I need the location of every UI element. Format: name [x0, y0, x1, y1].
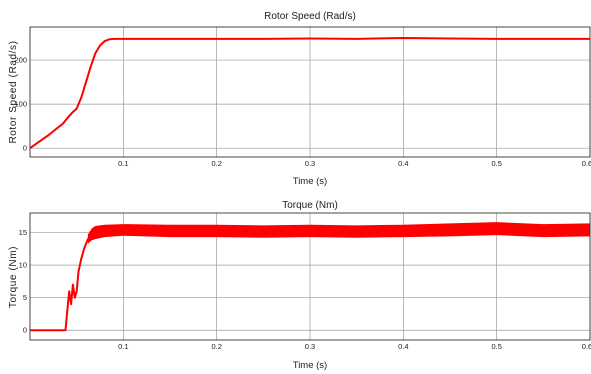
- torque-series: [30, 222, 591, 332]
- rotor-speed-xlabel: Time (s): [293, 176, 327, 187]
- torque-xtick-label: 0.2: [211, 342, 221, 351]
- torque-plot: Torque (Nm) 0.1 0.2 0.3 0.4 0.5 0.6 0 5 10 15 Ti…: [8, 200, 591, 371]
- torque-xtick-label: 0.6: [582, 342, 591, 351]
- torque-ytick-label: 10: [19, 261, 27, 270]
- torque-ytick-labels: 0 5 10 15: [19, 228, 27, 335]
- rotor-speed-ytick-label: 100: [14, 100, 27, 109]
- rotor-speed-xtick-label: 0.4: [398, 159, 408, 168]
- rotor-speed-xtick-label: 0.6: [582, 159, 591, 168]
- torque-xtick-label: 0.3: [305, 342, 315, 351]
- rotor-speed-ytick-label: 200: [14, 56, 27, 65]
- rotor-speed-ylabel: Rotor Speed (Rad/s): [8, 40, 19, 143]
- torque-ytick-label: 15: [19, 228, 27, 237]
- rotor-speed-xtick-label: 0.5: [491, 159, 501, 168]
- rotor-speed-series: [29, 37, 590, 150]
- torque-xtick-labels: 0.1 0.2 0.3 0.4 0.5 0.6: [118, 342, 591, 351]
- torque-xtick-label: 0.4: [398, 342, 408, 351]
- torque-ytick-label: 5: [23, 293, 27, 302]
- rotor-speed-frame: [29, 26, 591, 158]
- rotor-speed-xtick-label: 0.2: [211, 159, 221, 168]
- rotor-speed-ytick-labels: 0 100 200: [14, 56, 27, 153]
- torque-line: [30, 227, 591, 332]
- rotor-speed-xtick-label: 0.1: [118, 159, 128, 168]
- rotor-speed-grid: [30, 27, 591, 157]
- torque-xlabel: Time (s): [293, 360, 327, 371]
- torque-frame: [29, 212, 591, 341]
- torque-xtick-label: 0.1: [118, 342, 128, 351]
- torque-ripple-band: [87, 222, 591, 244]
- torque-ytick-label: 0: [23, 326, 27, 335]
- rotor-speed-title: Rotor Speed (Rad/s): [264, 11, 356, 22]
- rotor-speed-line: [29, 37, 590, 150]
- rotor-speed-xtick-label: 0.3: [305, 159, 315, 168]
- torque-ylabel: Torque (Nm): [8, 246, 19, 308]
- torque-title: Torque (Nm): [282, 200, 338, 211]
- rotor-speed-plot: Rotor Speed (Rad/s) 0.1 0.2 0.3 0.4 0.5 0.6 0…: [8, 11, 591, 187]
- rotor-speed-xtick-labels: 0.1 0.2 0.3 0.4 0.5 0.6: [118, 159, 591, 168]
- rotor-speed-ytick-label: 0: [23, 144, 27, 153]
- torque-xtick-label: 0.5: [491, 342, 501, 351]
